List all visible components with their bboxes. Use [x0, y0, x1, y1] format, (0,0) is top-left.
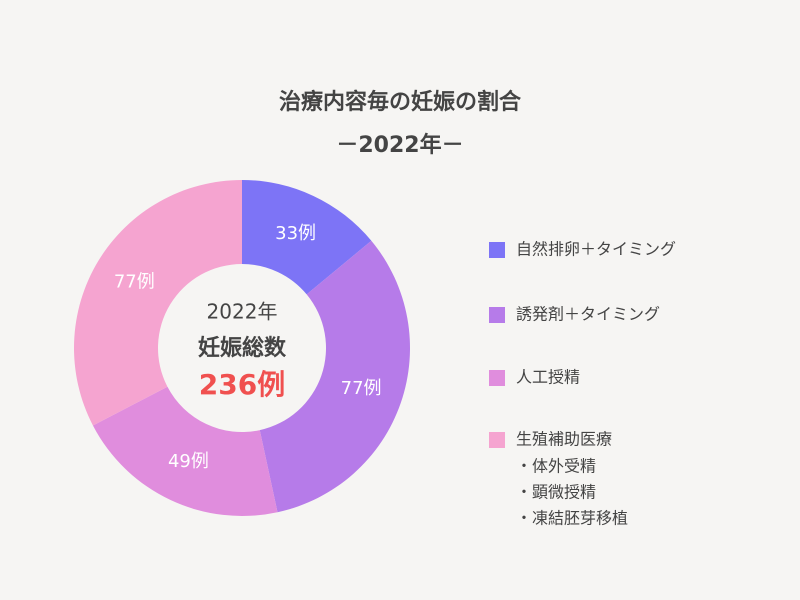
chart-title: 治療内容毎の妊娠の割合	[279, 89, 522, 115]
center-label: 妊娠総数	[198, 335, 287, 361]
legend-label: 自然排卵＋タイミング	[516, 240, 676, 259]
legend-label: 生殖補助医療	[516, 430, 612, 449]
chart-subtitle: －2022年－	[336, 132, 463, 158]
center-year: 2022年	[207, 300, 278, 324]
legend-note: ・顕微授精	[516, 483, 596, 502]
value-label: 49例	[168, 451, 209, 472]
legend-swatch	[489, 242, 505, 258]
legend-swatch	[489, 307, 505, 323]
legend-note: ・凍結胚芽移植	[516, 509, 628, 528]
center-total: 236例	[199, 368, 285, 401]
legend-swatch	[489, 432, 505, 448]
legend-label: 人工授精	[516, 368, 580, 387]
donut-slice	[259, 240, 411, 513]
donut-slice	[92, 386, 278, 516]
donut-slice	[73, 180, 242, 426]
donut-slice	[242, 180, 372, 295]
value-label: 77例	[341, 378, 382, 399]
legend-label: 誘発剤＋タイミング	[516, 305, 660, 324]
value-label: 33例	[275, 223, 316, 244]
legend-note: ・体外受精	[516, 457, 596, 476]
value-label: 77例	[114, 272, 155, 293]
legend-swatch	[489, 370, 505, 386]
